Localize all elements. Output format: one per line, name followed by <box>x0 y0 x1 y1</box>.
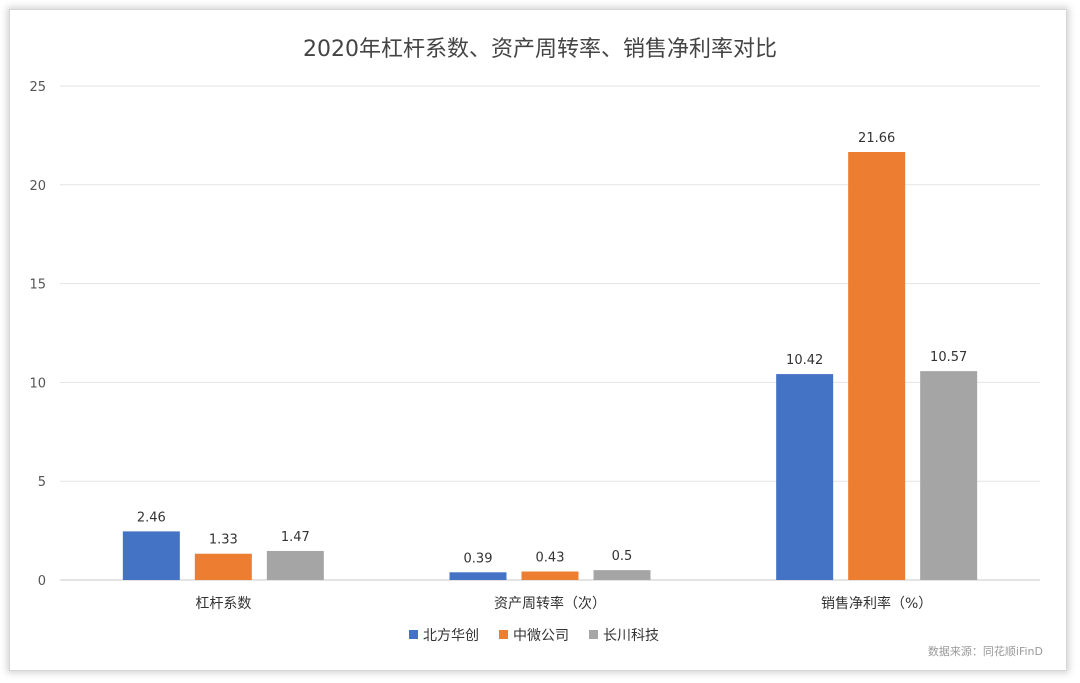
x-category-label: 资产周转率（次） <box>494 595 606 612</box>
bars: 2.46 1.33 1.47 0.39 0.43 0.5 10.42 21.66 10.57 <box>122 131 978 580</box>
data-label: 0.39 <box>464 551 493 566</box>
data-label: 10.42 <box>786 353 823 368</box>
legend: 北方华创 中微公司 长川科技 <box>409 628 659 644</box>
y-axis: 0 5 10 15 20 25 <box>29 80 46 589</box>
data-label: 21.66 <box>858 131 895 146</box>
chart-title: 2020年杠杆系数、资产周转率、销售净利率对比 <box>303 37 777 62</box>
y-tick-label: 0 <box>38 574 46 589</box>
legend-swatch <box>499 630 508 639</box>
bar <box>776 374 834 580</box>
bar <box>122 531 180 580</box>
x-category-label: 销售净利率（%） <box>821 595 932 612</box>
y-tick-label: 10 <box>29 376 46 391</box>
y-tick-label: 25 <box>29 80 46 95</box>
bar <box>449 572 507 580</box>
bar <box>920 371 978 580</box>
y-tick-label: 5 <box>38 475 46 490</box>
source-note: 数据来源：同花顺iFinD <box>928 644 1043 658</box>
data-label: 2.46 <box>137 510 166 525</box>
data-label: 10.57 <box>930 350 967 365</box>
bar <box>266 550 324 580</box>
legend-swatch <box>589 630 598 639</box>
legend-swatch <box>409 630 418 639</box>
x-category-label: 杠杆系数 <box>195 596 251 612</box>
x-axis: 杠杆系数 资产周转率（次） 销售净利率（%） <box>195 595 932 612</box>
bar <box>848 151 906 580</box>
data-label: 1.47 <box>281 530 310 545</box>
bar <box>593 570 651 580</box>
legend-label: 北方华创 <box>423 628 479 644</box>
data-label: 1.33 <box>209 533 238 548</box>
bar <box>521 571 579 580</box>
legend-label: 中微公司 <box>513 628 569 644</box>
y-tick-label: 20 <box>29 179 46 194</box>
data-label: 0.5 <box>612 549 633 564</box>
legend-label: 长川科技 <box>603 628 659 644</box>
bar <box>194 553 252 580</box>
y-tick-label: 15 <box>29 278 46 293</box>
data-label: 0.43 <box>536 551 565 566</box>
